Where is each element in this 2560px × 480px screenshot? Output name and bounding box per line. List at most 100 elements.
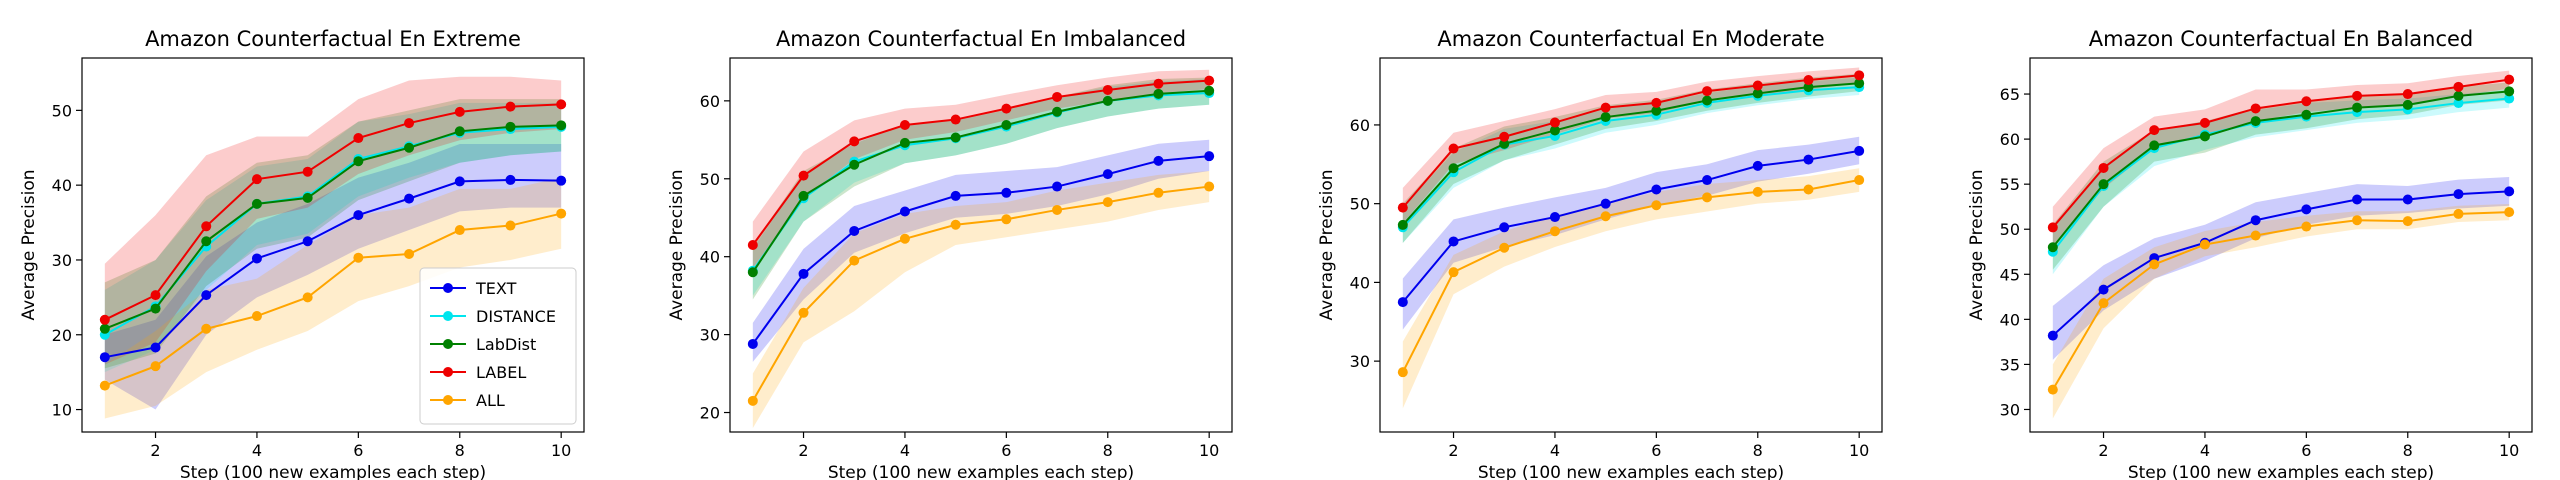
point-text	[201, 290, 212, 301]
point-text	[1702, 175, 1713, 186]
series-line-text	[752, 155, 1210, 345]
band-label	[752, 69, 1210, 269]
series-line-label	[752, 79, 1210, 246]
y-tick-label: 40	[1350, 273, 1370, 292]
point-text	[1854, 145, 1865, 156]
series-line-text	[104, 178, 562, 359]
point-label	[2453, 81, 2464, 92]
point-all	[1397, 367, 1408, 378]
point-all	[2402, 216, 2413, 227]
series-line-text	[1402, 149, 1860, 303]
point-label	[1702, 86, 1713, 97]
point-labdist	[2504, 86, 2515, 97]
legend-marker-labdist	[443, 339, 453, 349]
point-labdist	[1448, 163, 1459, 174]
x-tick-label: 8	[1753, 441, 1763, 460]
legend-label-label: LABEL	[476, 363, 526, 382]
chart-panel-4: 2 4 6 8 10 30 35 40 45 50 55 60 65 Amazon Counterfact…	[1967, 27, 2533, 480]
point-labdist	[1102, 95, 1113, 106]
point-label	[1001, 103, 1012, 114]
point-label	[454, 106, 465, 117]
band-text	[1402, 136, 1860, 330]
legend-marker-label	[443, 367, 453, 377]
point-text	[556, 175, 567, 186]
y-tick-label: 50	[52, 101, 72, 120]
point-label	[505, 101, 516, 112]
point-labdist	[99, 323, 110, 334]
point-text	[454, 176, 465, 187]
point-labdist	[1397, 219, 1408, 230]
point-labdist	[747, 267, 758, 278]
point-label	[899, 120, 910, 131]
x-tick-label: 4	[1550, 441, 1560, 460]
point-text	[2301, 204, 2312, 215]
point-text	[1448, 236, 1459, 247]
point-all	[2301, 221, 2312, 232]
legend-label-distance: DISTANCE	[476, 307, 556, 326]
point-labdist	[2199, 131, 2210, 142]
chart-title: Amazon Counterfactual En Moderate	[1437, 27, 1824, 51]
y-tick-label: 60	[700, 92, 720, 111]
point-all	[1448, 267, 1459, 278]
point-all	[353, 252, 364, 263]
y-tick-label: 30	[1350, 352, 1370, 371]
y-tick-label: 40	[2000, 310, 2020, 329]
x-tick-label: 10	[1849, 441, 1869, 460]
point-text	[1803, 154, 1814, 165]
y-tick-label: 60	[2000, 130, 2020, 149]
point-all	[2098, 298, 2109, 309]
point-label	[1600, 102, 1611, 113]
point-all	[1803, 184, 1814, 195]
point-text	[99, 352, 110, 363]
point-label	[1102, 84, 1113, 95]
point-all	[950, 219, 961, 230]
point-all	[556, 208, 567, 219]
y-tick-label: 40	[700, 248, 720, 267]
chart-panel-2: 2 4 6 8 10 20 30 40 50 60 Amazon Counterfactual En…	[667, 27, 1233, 480]
y-tick-label: 55	[2000, 175, 2020, 194]
point-label	[1499, 131, 1510, 142]
point-label	[1397, 202, 1408, 213]
point-text	[1397, 297, 1408, 308]
point-distance	[2453, 98, 2464, 109]
point-all	[251, 311, 262, 322]
point-text	[2504, 186, 2515, 197]
y-axis-label: Average Precision	[1967, 169, 1987, 320]
y-axis-label: Average Precision	[19, 169, 39, 320]
point-labdist	[1204, 85, 1215, 96]
point-text	[1153, 155, 1164, 166]
point-labdist	[2149, 140, 2160, 151]
point-text	[1052, 181, 1063, 192]
x-tick-label: 4	[2200, 441, 2210, 460]
series-line-text	[2052, 190, 2510, 337]
y-tick-label: 60	[1350, 116, 1370, 135]
point-all	[798, 307, 809, 318]
point-label	[1651, 97, 1662, 108]
x-tick-label: 8	[1103, 441, 1113, 460]
point-labdist	[1549, 125, 1560, 136]
point-label	[1854, 70, 1865, 81]
x-tick-label: 2	[798, 441, 808, 460]
point-labdist	[454, 126, 465, 137]
point-labdist	[1153, 88, 1164, 99]
point-labdist	[1600, 112, 1611, 123]
point-text	[1001, 187, 1012, 198]
point-labdist	[302, 192, 313, 203]
point-labdist	[556, 120, 567, 131]
y-tick-label: 20	[52, 326, 72, 345]
point-text	[950, 190, 961, 201]
point-all	[1052, 204, 1063, 215]
point-text	[798, 268, 809, 279]
point-label	[1448, 143, 1459, 154]
point-label	[1204, 75, 1215, 86]
chart-title: Amazon Counterfactual En Extreme	[145, 27, 521, 51]
point-labdist	[2352, 102, 2363, 113]
point-label	[950, 114, 961, 125]
chart-title: Amazon Counterfactual En Balanced	[2089, 27, 2474, 51]
point-label	[1153, 78, 1164, 89]
point-labdist	[2047, 242, 2058, 253]
y-axis-label: Average Precision	[1317, 169, 1337, 320]
point-labdist	[2402, 99, 2413, 110]
point-label	[150, 290, 161, 301]
point-labdist	[505, 121, 516, 132]
